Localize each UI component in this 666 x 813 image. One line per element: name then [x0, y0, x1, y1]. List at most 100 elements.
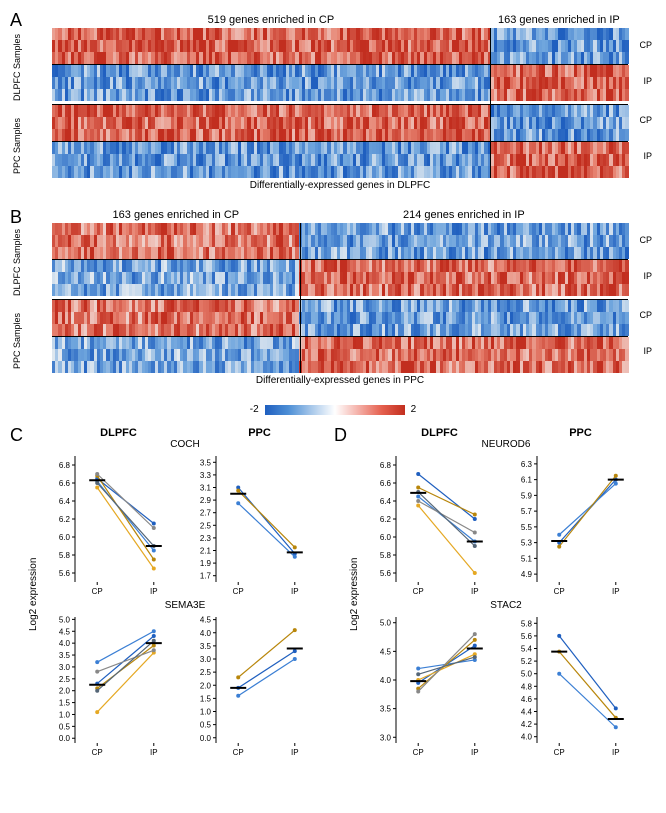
- ylabel-c: Log2 expression: [28, 444, 39, 744]
- svg-text:4.0: 4.0: [59, 639, 71, 648]
- svg-text:5.4: 5.4: [521, 645, 533, 654]
- panel-label-d: D: [334, 425, 347, 446]
- svg-text:4.4: 4.4: [521, 708, 533, 717]
- svg-text:5.8: 5.8: [380, 551, 392, 560]
- svg-text:4.0: 4.0: [200, 629, 212, 638]
- colorbar: -2 2: [10, 404, 656, 415]
- svg-text:3.5: 3.5: [200, 642, 212, 651]
- svg-text:4.0: 4.0: [380, 676, 392, 685]
- svg-text:6.2: 6.2: [59, 515, 71, 524]
- svg-text:CP: CP: [233, 587, 244, 596]
- svg-text:CP: CP: [92, 587, 103, 596]
- heatmap-a-body: DLPFC SamplesPPC SamplesCPIPCPIP: [52, 28, 628, 178]
- svg-text:1.0: 1.0: [200, 708, 212, 717]
- svg-text:2.5: 2.5: [200, 668, 212, 677]
- colorbar-max: 2: [411, 404, 417, 415]
- heatmap-a-caption: Differentially-expressed genes in DLPFC: [52, 180, 628, 191]
- svg-text:CP: CP: [233, 748, 244, 757]
- svg-text:CP: CP: [92, 748, 103, 757]
- panel-d-charts: DLPFCPPCNEUROD65.65.86.06.26.46.66.8CPIP…: [368, 427, 648, 761]
- svg-text:0.5: 0.5: [200, 721, 212, 730]
- svg-text:6.6: 6.6: [380, 479, 392, 488]
- svg-text:2.5: 2.5: [59, 675, 71, 684]
- svg-text:5.0: 5.0: [521, 670, 533, 679]
- svg-text:2.3: 2.3: [200, 534, 212, 543]
- svg-text:5.8: 5.8: [59, 551, 71, 560]
- svg-text:5.9: 5.9: [521, 491, 533, 500]
- svg-text:1.0: 1.0: [59, 710, 71, 719]
- svg-text:6.8: 6.8: [380, 461, 392, 470]
- svg-text:CP: CP: [413, 587, 424, 596]
- svg-text:4.5: 4.5: [59, 627, 71, 636]
- svg-text:3.3: 3.3: [200, 471, 212, 480]
- svg-text:IP: IP: [471, 587, 479, 596]
- heatmap-b-title-left: 163 genes enriched in CP: [52, 209, 300, 221]
- heatmap-b-title-right: 214 genes enriched in IP: [300, 209, 628, 221]
- svg-text:6.4: 6.4: [59, 497, 71, 506]
- svg-text:6.1: 6.1: [521, 476, 533, 485]
- svg-text:0.0: 0.0: [200, 734, 212, 743]
- svg-text:3.1: 3.1: [200, 484, 212, 493]
- svg-text:IP: IP: [150, 587, 158, 596]
- svg-text:IP: IP: [291, 587, 299, 596]
- svg-text:1.7: 1.7: [200, 572, 212, 581]
- svg-text:3.5: 3.5: [200, 458, 212, 467]
- svg-text:IP: IP: [150, 748, 158, 757]
- svg-text:5.5: 5.5: [521, 523, 533, 532]
- svg-text:2.1: 2.1: [200, 547, 212, 556]
- heatmap-panel-b: 163 genes enriched in CP 214 genes enric…: [10, 209, 656, 386]
- heatmap-b-body: DLPFC SamplesPPC SamplesCPIPCPIP: [52, 223, 628, 373]
- svg-text:4.5: 4.5: [200, 616, 212, 625]
- svg-text:4.2: 4.2: [521, 720, 533, 729]
- svg-text:IP: IP: [471, 748, 479, 757]
- svg-text:CP: CP: [554, 748, 565, 757]
- svg-text:IP: IP: [612, 587, 620, 596]
- svg-text:5.6: 5.6: [521, 632, 533, 641]
- colorbar-gradient: [265, 405, 405, 415]
- svg-text:6.0: 6.0: [59, 533, 71, 542]
- svg-text:1.5: 1.5: [200, 694, 212, 703]
- svg-text:3.0: 3.0: [59, 663, 71, 672]
- line-panels-row: C D Log2 expression DLPFCPPCCOCH5.65.86.…: [10, 427, 656, 761]
- panel-label-c: C: [10, 425, 23, 446]
- ylabel-d: Log2 expression: [349, 444, 360, 744]
- svg-text:1.9: 1.9: [200, 559, 212, 568]
- svg-text:2.0: 2.0: [59, 687, 71, 696]
- svg-text:4.0: 4.0: [521, 733, 533, 742]
- svg-text:4.8: 4.8: [521, 682, 533, 691]
- svg-text:5.8: 5.8: [521, 619, 533, 628]
- svg-text:6.4: 6.4: [380, 497, 392, 506]
- svg-text:4.5: 4.5: [380, 647, 392, 656]
- svg-text:6.0: 6.0: [380, 533, 392, 542]
- heatmap-panel-a: 519 genes enriched in CP 163 genes enric…: [10, 10, 656, 191]
- svg-text:IP: IP: [612, 748, 620, 757]
- svg-text:2.7: 2.7: [200, 509, 212, 518]
- svg-text:CP: CP: [413, 748, 424, 757]
- svg-text:IP: IP: [291, 748, 299, 757]
- svg-text:0.5: 0.5: [59, 722, 71, 731]
- heatmap-a-title-right: 163 genes enriched in IP: [490, 14, 628, 26]
- svg-text:5.0: 5.0: [380, 619, 392, 628]
- panel-c-charts: DLPFCPPCCOCH5.65.86.06.26.46.66.8CPIP1.7…: [47, 427, 327, 761]
- svg-text:6.2: 6.2: [380, 515, 392, 524]
- svg-text:4.9: 4.9: [521, 570, 533, 579]
- svg-text:5.6: 5.6: [380, 569, 392, 578]
- svg-text:2.9: 2.9: [200, 496, 212, 505]
- svg-text:5.2: 5.2: [521, 657, 533, 666]
- heatmap-a-title-left: 519 genes enriched in CP: [52, 14, 490, 26]
- heatmap-b-caption: Differentially-expressed genes in PPC: [52, 375, 628, 386]
- svg-text:5.3: 5.3: [521, 539, 533, 548]
- svg-text:6.6: 6.6: [59, 479, 71, 488]
- heatmap-b-titles: 163 genes enriched in CP 214 genes enric…: [52, 209, 628, 221]
- svg-text:3.5: 3.5: [380, 705, 392, 714]
- svg-text:5.6: 5.6: [59, 569, 71, 578]
- svg-text:5.0: 5.0: [59, 615, 71, 624]
- svg-text:3.5: 3.5: [59, 651, 71, 660]
- svg-text:5.1: 5.1: [521, 554, 533, 563]
- colorbar-min: -2: [250, 404, 259, 415]
- svg-text:5.7: 5.7: [521, 507, 533, 516]
- svg-text:1.5: 1.5: [59, 699, 71, 708]
- svg-text:3.0: 3.0: [200, 655, 212, 664]
- svg-text:3.0: 3.0: [380, 733, 392, 742]
- svg-text:6.3: 6.3: [521, 460, 533, 469]
